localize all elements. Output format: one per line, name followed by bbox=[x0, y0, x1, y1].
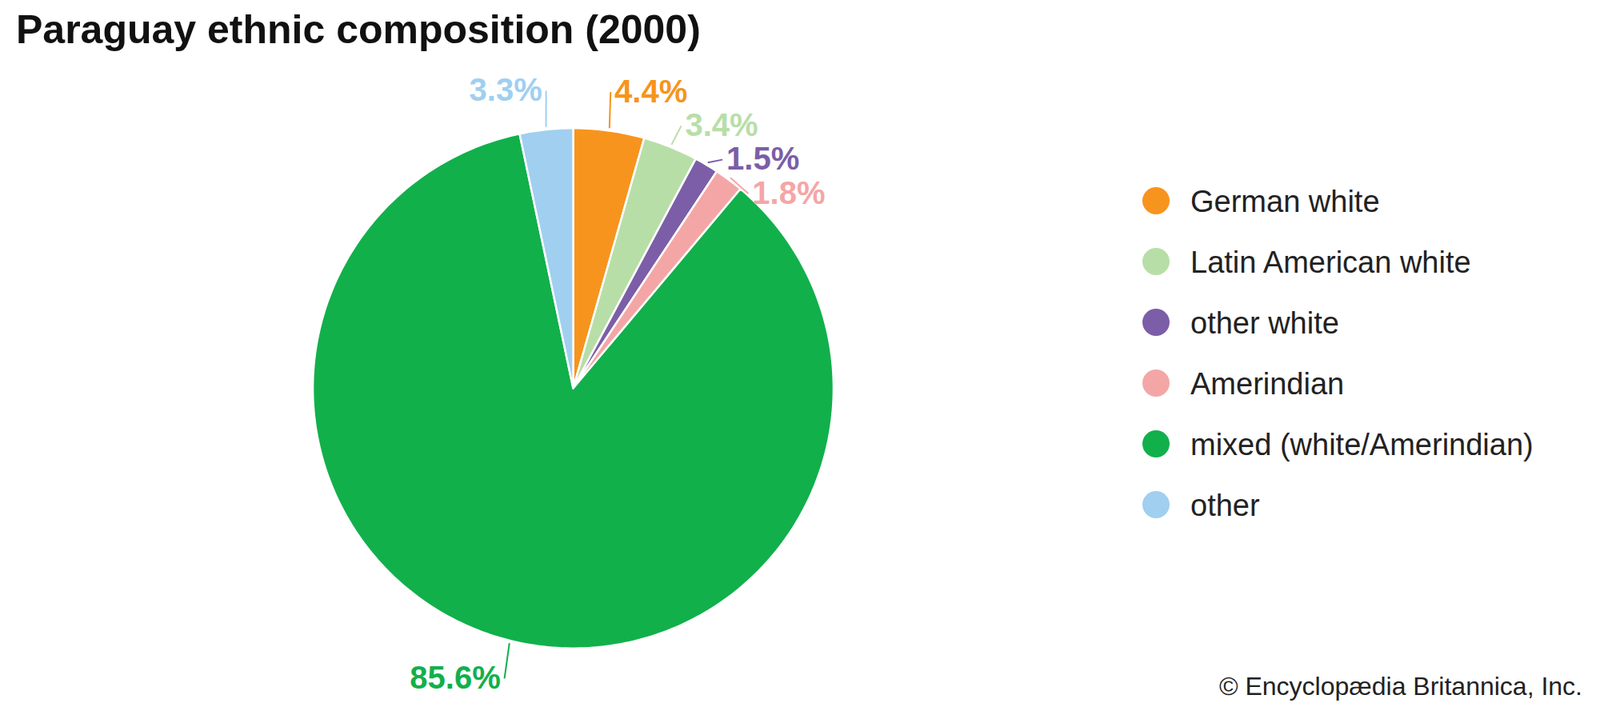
html-text:Amerindian: Amerindian bbox=[1190, 367, 1345, 401]
svg-text:85.6%: 85.6% bbox=[409, 660, 500, 696]
html-text:© Encyclopædia Britannica, Inc: © Encyclopædia Britannica, Inc. bbox=[1219, 672, 1583, 701]
svg-text:4.4%: 4.4% bbox=[614, 73, 688, 109]
svg-text:1.8%: 1.8% bbox=[752, 175, 825, 211]
svg-text:3.3%: 3.3% bbox=[469, 72, 543, 108]
html-text:Latin American white: Latin American white bbox=[1190, 245, 1471, 280]
html-text:other white: other white bbox=[1190, 306, 1340, 340]
svg-text:3.4%: 3.4% bbox=[684, 107, 758, 143]
html-text:German white: German white bbox=[1190, 184, 1380, 219]
html-text:other: other bbox=[1190, 488, 1260, 523]
html-text:mixed (white/Amerindian): mixed (white/Amerindian) bbox=[1190, 428, 1534, 462]
html-text:Paraguay ethnic composition (2: Paraguay ethnic composition (2000) bbox=[16, 7, 701, 52]
svg-text:1.5%: 1.5% bbox=[726, 140, 800, 176]
